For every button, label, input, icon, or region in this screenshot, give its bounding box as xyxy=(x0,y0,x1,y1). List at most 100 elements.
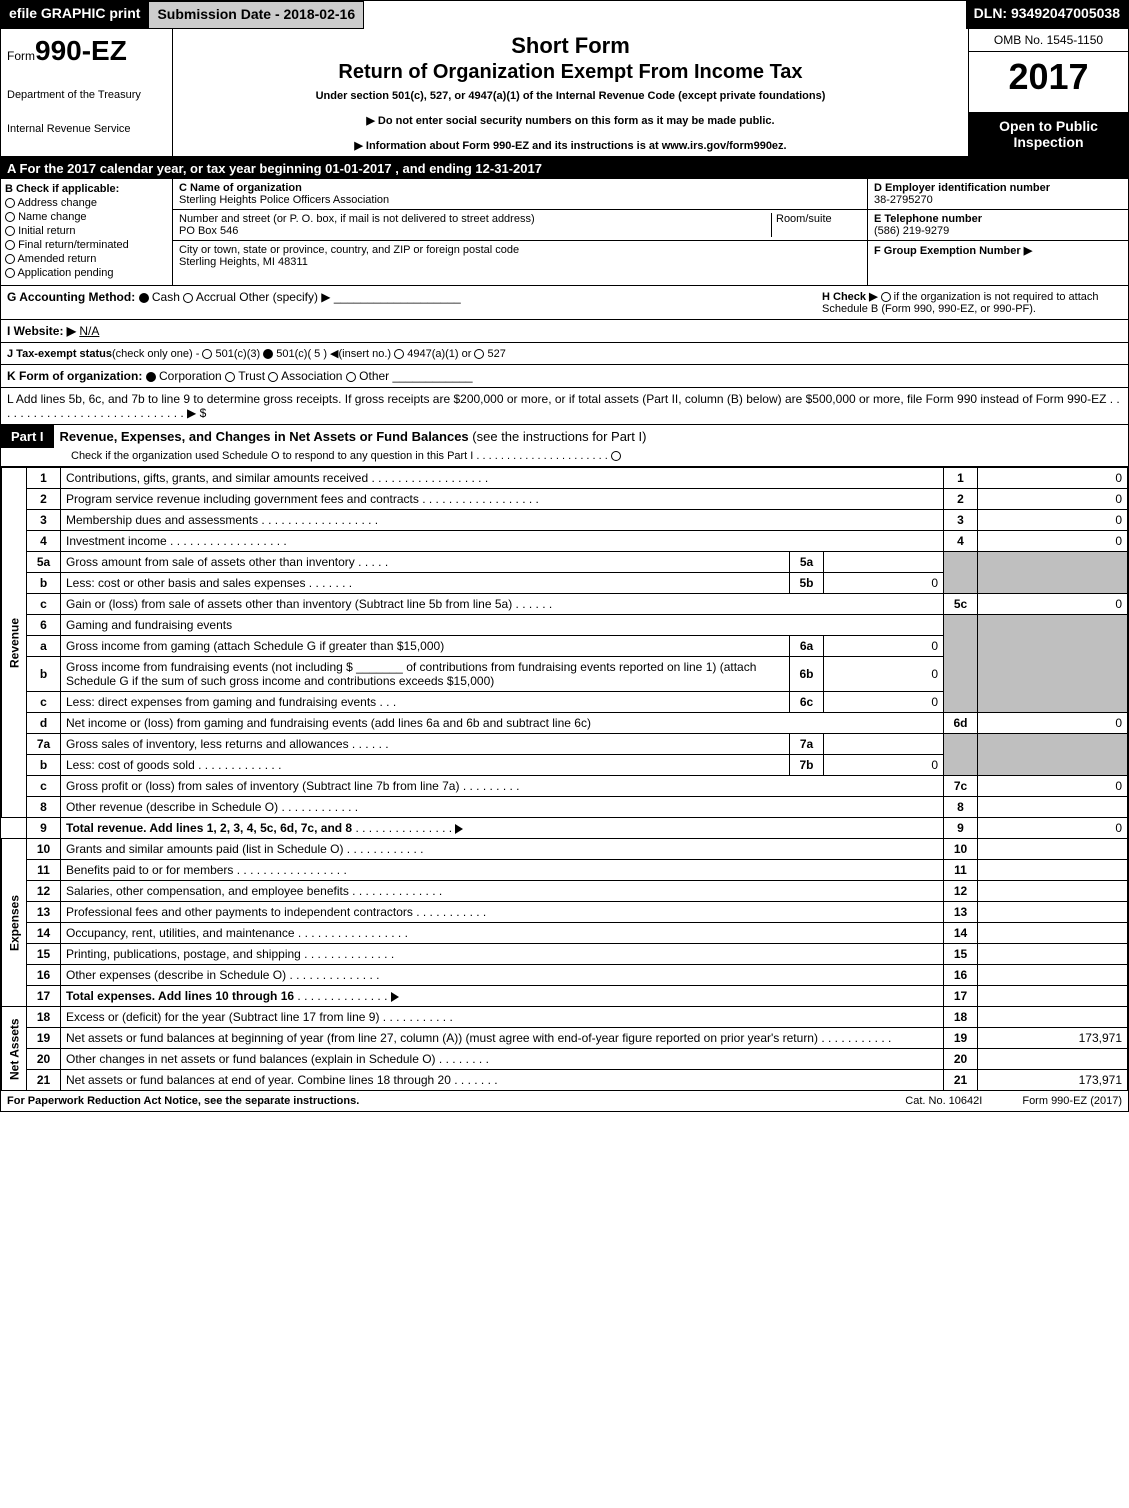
line-6c-desc: Less: direct expenses from gaming and fu… xyxy=(66,695,376,709)
radio-501c[interactable] xyxy=(263,349,273,359)
line-12-value xyxy=(978,881,1128,902)
row-l: L Add lines 5b, 6c, and 7b to line 9 to … xyxy=(1,388,1128,425)
line-14-desc: Occupancy, rent, utilities, and maintena… xyxy=(66,926,295,940)
line-2-num: 2 xyxy=(27,489,61,510)
radio-4947[interactable] xyxy=(394,349,404,359)
ein-label: D Employer identification number xyxy=(874,182,1050,194)
line-2-label: 2 xyxy=(944,489,978,510)
line-19-desc: Net assets or fund balances at beginning… xyxy=(66,1031,818,1045)
line-16-num: 16 xyxy=(27,965,61,986)
line-7b-desc: Less: cost of goods sold xyxy=(66,758,195,772)
line-4-desc: Investment income xyxy=(66,534,287,548)
section-b-label: B Check if applicable: xyxy=(5,183,168,195)
radio-cash[interactable] xyxy=(139,293,149,303)
radio-association[interactable] xyxy=(268,372,278,382)
checkbox-address-change[interactable] xyxy=(5,198,15,208)
radio-corporation[interactable] xyxy=(146,372,156,382)
page-footer: For Paperwork Reduction Act Notice, see … xyxy=(1,1091,1128,1111)
section-d-block: D Employer identification number 38-2795… xyxy=(868,179,1128,285)
part-i-header: Part I Revenue, Expenses, and Changes in… xyxy=(1,425,1128,448)
radio-other[interactable] xyxy=(346,372,356,382)
row-j: J Tax-exempt status(check only one) - 50… xyxy=(7,347,1122,360)
line-8-desc: Other revenue (describe in Schedule O) xyxy=(66,800,278,814)
line-14-label: 14 xyxy=(944,923,978,944)
group-exemption-label: F Group Exemption Number ▶ xyxy=(874,245,1032,257)
radio-527[interactable] xyxy=(474,349,484,359)
sidecat-expenses: Expenses xyxy=(2,839,27,1007)
tax-year: 2017 xyxy=(969,52,1128,112)
row-i: I Website: ▶ N/A xyxy=(7,324,1122,338)
line-17-desc: Total expenses. Add lines 10 through 16 xyxy=(66,989,294,1003)
line-9-value: 0 xyxy=(978,818,1128,839)
radio-accrual[interactable] xyxy=(183,293,193,303)
org-name-label: C Name of organization xyxy=(179,182,302,194)
under-section-text: Under section 501(c), 527, or 4947(a)(1)… xyxy=(181,90,960,102)
checkbox-initial-return[interactable] xyxy=(5,226,15,236)
line-21-value: 173,971 xyxy=(978,1070,1128,1091)
line-7c-label: 7c xyxy=(944,776,978,797)
line-17-value xyxy=(978,986,1128,1007)
line-5c-desc: Gain or (loss) from sale of assets other… xyxy=(66,597,512,611)
top-bar: efile GRAPHIC print Submission Date - 20… xyxy=(1,1,1128,29)
telephone-label: E Telephone number xyxy=(874,213,982,225)
city-label: City or town, state or province, country… xyxy=(179,244,519,256)
line-16-label: 16 xyxy=(944,965,978,986)
line-7a-num: 7a xyxy=(27,734,61,755)
submission-date-label: Submission Date - 2018-02-16 xyxy=(148,1,364,29)
checkbox-final-return[interactable] xyxy=(5,240,15,250)
line-5a-desc: Gross amount from sale of assets other t… xyxy=(66,555,355,569)
line-6d-value: 0 xyxy=(978,713,1128,734)
line-18-value xyxy=(978,1007,1128,1028)
line-11-value xyxy=(978,860,1128,881)
line-5c-label: 5c xyxy=(944,594,978,615)
checkbox-application-pending[interactable] xyxy=(5,268,15,278)
radio-501c3[interactable] xyxy=(202,349,212,359)
do-not-enter-text: ▶ Do not enter social security numbers o… xyxy=(181,114,960,127)
short-form-label: Short Form xyxy=(181,33,960,59)
checkbox-name-change[interactable] xyxy=(5,212,15,222)
line-5b-subval: 0 xyxy=(824,573,944,594)
line-20-label: 20 xyxy=(944,1049,978,1070)
line-18-label: 18 xyxy=(944,1007,978,1028)
line-5a-subval xyxy=(824,552,944,573)
line-6b-num: b xyxy=(27,657,61,692)
room-suite-label: Room/suite xyxy=(771,213,861,237)
efile-print-label[interactable]: efile GRAPHIC print xyxy=(1,1,148,29)
radio-trust[interactable] xyxy=(225,372,235,382)
form-title-block: Short Form Return of Organization Exempt… xyxy=(173,29,968,156)
row-g: G Accounting Method: Cash Accrual Other … xyxy=(7,290,822,315)
line-12-num: 12 xyxy=(27,881,61,902)
line-18-num: 18 xyxy=(27,1007,61,1028)
dln-label: DLN: 93492047005038 xyxy=(966,1,1128,29)
radio-h-check[interactable] xyxy=(881,292,891,302)
line-13-desc: Professional fees and other payments to … xyxy=(66,905,413,919)
line-6a-subval: 0 xyxy=(824,636,944,657)
line-21-label: 21 xyxy=(944,1070,978,1091)
info-link-text: ▶ Information about Form 990-EZ and its … xyxy=(181,139,960,152)
line-7c-value: 0 xyxy=(978,776,1128,797)
line-5b-sublabel: 5b xyxy=(790,573,824,594)
line-7c-num: c xyxy=(27,776,61,797)
line-1-value: 0 xyxy=(978,468,1128,489)
line-5b-desc: Less: cost or other basis and sales expe… xyxy=(66,576,305,590)
line-6a-sublabel: 6a xyxy=(790,636,824,657)
section-c-block: C Name of organization Sterling Heights … xyxy=(173,179,868,285)
line-1-label: 1 xyxy=(944,468,978,489)
checkbox-amended-return[interactable] xyxy=(5,254,15,264)
city-value: Sterling Heights, MI 48311 xyxy=(179,256,308,268)
line-20-desc: Other changes in net assets or fund bala… xyxy=(66,1052,436,1066)
line-16-value xyxy=(978,965,1128,986)
sidecat-net-assets: Net Assets xyxy=(2,1007,27,1091)
line-12-label: 12 xyxy=(944,881,978,902)
line-13-label: 13 xyxy=(944,902,978,923)
line-8-num: 8 xyxy=(27,797,61,818)
line-9-num: 9 xyxy=(27,818,61,839)
row-k: K Form of organization: Corporation Trus… xyxy=(1,365,1128,388)
line-6c-sublabel: 6c xyxy=(790,692,824,713)
line-19-num: 19 xyxy=(27,1028,61,1049)
checkbox-schedule-o[interactable] xyxy=(611,451,621,461)
line-7a-subval xyxy=(824,734,944,755)
line-21-num: 21 xyxy=(27,1070,61,1091)
org-name: Sterling Heights Police Officers Associa… xyxy=(179,194,389,206)
form-prefix: Form xyxy=(7,49,35,63)
